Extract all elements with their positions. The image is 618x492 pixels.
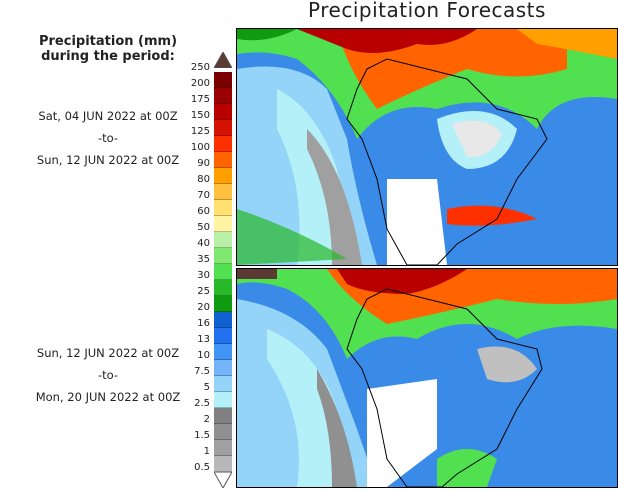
period-1-label: Sat, 04 JUN 2022 at 00Z -to- Sun, 12 JUN… bbox=[0, 105, 216, 171]
map-panel-period-1 bbox=[236, 28, 618, 266]
precipitation-map bbox=[237, 29, 617, 265]
color-bar-band bbox=[214, 408, 232, 424]
color-bar-tick-label: 125 bbox=[190, 126, 210, 137]
legend-header-line1: Precipitation (mm) bbox=[38, 34, 178, 49]
color-bar-band bbox=[214, 200, 232, 216]
color-bar-band bbox=[214, 280, 232, 296]
color-bar-tick-label: 20 bbox=[197, 302, 210, 313]
page-title: Precipitation Forecasts bbox=[308, 0, 546, 22]
color-bar-tick-label: 1.5 bbox=[194, 430, 210, 441]
period-start: Sun, 12 JUN 2022 at 00Z bbox=[36, 346, 180, 360]
color-bar-tick-label: 0.5 bbox=[194, 462, 210, 473]
color-bar-band bbox=[214, 392, 232, 408]
color-bar-band bbox=[214, 376, 232, 392]
under-range-arrow bbox=[213, 471, 233, 490]
color-bar-band bbox=[214, 72, 232, 88]
color-bar-tick-label: 7.5 bbox=[194, 366, 210, 377]
color-bar-band bbox=[214, 216, 232, 232]
color-bar-band bbox=[214, 312, 232, 328]
color-bar-band bbox=[214, 88, 232, 104]
color-bar-band bbox=[214, 152, 232, 168]
precipitation-map bbox=[237, 269, 617, 487]
color-bar-band bbox=[214, 168, 232, 184]
legend-header: Precipitation (mm) during the period: bbox=[0, 34, 216, 64]
color-bar-tick-label: 200 bbox=[190, 78, 210, 89]
color-bar-tick-label: 175 bbox=[190, 94, 210, 105]
legend-header-line2: during the period: bbox=[41, 49, 175, 64]
color-bar-tick-label: 50 bbox=[197, 222, 210, 233]
period-2-label: Sun, 12 JUN 2022 at 00Z -to- Mon, 20 JUN… bbox=[0, 342, 216, 408]
color-bar-tick-label: 16 bbox=[197, 318, 210, 329]
period-separator: -to- bbox=[97, 131, 119, 145]
period-separator: -to- bbox=[97, 368, 119, 382]
map-panel-period-2 bbox=[236, 268, 618, 488]
color-bar-tick-label: 35 bbox=[197, 254, 210, 265]
color-bar-band bbox=[214, 440, 232, 456]
color-bar-band bbox=[214, 360, 232, 376]
color-bar-tick-label: 90 bbox=[197, 158, 210, 169]
color-bar-tick-label: 80 bbox=[197, 174, 210, 185]
color-bar-band bbox=[214, 264, 232, 280]
color-bar-tick-label: 2 bbox=[203, 414, 210, 425]
color-bar-band bbox=[214, 104, 232, 120]
color-bar-tick-label: 70 bbox=[197, 190, 210, 201]
color-bar-band bbox=[214, 232, 232, 248]
color-bar-tick-label: 60 bbox=[197, 206, 210, 217]
over-range-arrow bbox=[213, 50, 233, 69]
color-bar-tick-label: 30 bbox=[197, 270, 210, 281]
period-end: Sun, 12 JUN 2022 at 00Z bbox=[36, 153, 180, 167]
color-bar-tick-label: 2.5 bbox=[194, 398, 210, 409]
color-bar-band bbox=[214, 120, 232, 136]
color-bar-tick-label: 250 bbox=[190, 62, 210, 73]
period-start: Sat, 04 JUN 2022 at 00Z bbox=[38, 109, 178, 123]
color-bar-band bbox=[214, 328, 232, 344]
color-bar-tick-label: 13 bbox=[197, 334, 210, 345]
color-bar-tick-label: 100 bbox=[190, 142, 210, 153]
color-bar-band bbox=[214, 248, 232, 264]
color-bar-band bbox=[214, 184, 232, 200]
color-bar-band bbox=[214, 456, 232, 472]
color-bar-band bbox=[214, 344, 232, 360]
color-bar-tick-label: 150 bbox=[190, 110, 210, 121]
color-bar-tick-label: 25 bbox=[197, 286, 210, 297]
color-bar-tick-label: 1 bbox=[203, 446, 210, 457]
color-bar-tick-label: 40 bbox=[197, 238, 210, 249]
period-end: Mon, 20 JUN 2022 at 00Z bbox=[35, 390, 181, 404]
color-bar-band bbox=[214, 136, 232, 152]
color-bar-tick-label: 5 bbox=[203, 382, 210, 393]
color-bar-tick-label: 10 bbox=[197, 350, 210, 361]
color-bar-band bbox=[214, 424, 232, 440]
color-bar bbox=[213, 50, 233, 492]
color-bar-band bbox=[214, 296, 232, 312]
